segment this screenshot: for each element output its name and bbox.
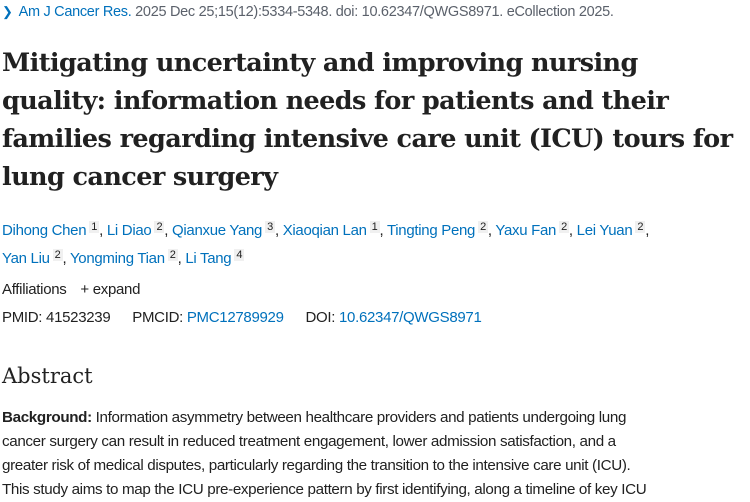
abstract-line: This study aims to map the ICU pre-exper… [2, 481, 647, 498]
affiliation-ref[interactable]: 2 [167, 249, 178, 261]
affiliation-ref[interactable]: 1 [369, 221, 380, 233]
affiliation-ref[interactable]: 2 [154, 221, 165, 233]
doi-label: DOI: [305, 309, 336, 326]
author-link[interactable]: Yan Liu [2, 250, 50, 267]
author-link[interactable]: Dihong Chen [2, 222, 87, 239]
affiliation-ref[interactable]: 4 [234, 249, 245, 261]
title-line: lung cancer surgery [2, 162, 278, 192]
author-link[interactable]: Lei Yuan [576, 222, 633, 239]
author-link[interactable]: Yaxu Fan [495, 222, 557, 239]
author-link[interactable]: Li Diao [106, 222, 152, 239]
abstract-line: cancer surgery can result in reduced tre… [2, 433, 616, 450]
author-link[interactable]: Xiaoqian Lan [282, 222, 367, 239]
chevron-right-icon[interactable]: ❯ [2, 4, 13, 19]
affiliations-label: Affiliations [2, 281, 67, 298]
author-link[interactable]: Tingting Peng [386, 222, 476, 239]
article-title: Mitigating uncertainty and improving nur… [2, 44, 733, 196]
pmcid-label: PMCID: [132, 309, 183, 326]
abstract-text: Background: Information asymmetry betwee… [2, 406, 647, 502]
abstract-heading: Abstract [2, 364, 93, 388]
citation-details: 2025 Dec 25;15(12):5334-5348. doi: 10.62… [135, 4, 614, 20]
author-link[interactable]: Qianxue Yang [172, 222, 263, 239]
pmid-value: 41523239 [46, 309, 111, 326]
journal-link[interactable]: Am J Cancer Res. [18, 4, 132, 20]
author-link[interactable]: Li Tang [185, 250, 232, 267]
citation: ❯ Am J Cancer Res. 2025 Dec 25;15(12):533… [2, 4, 614, 20]
title-line: families regarding intensive care unit (… [2, 124, 733, 154]
affiliation-ref[interactable]: 2 [559, 221, 569, 233]
affiliation-ref[interactable]: 2 [52, 249, 63, 261]
author-list: Dihong Chen 1, Li Diao 2, Qianxue Yang 3, X… [2, 221, 650, 267]
author-link[interactable]: Yongming Tian [69, 250, 165, 267]
pmcid-link[interactable]: PMC12789929 [186, 309, 284, 326]
affiliation-ref[interactable]: 1 [89, 221, 100, 233]
identifiers: PMID: 41523239 PMCID: PMC12789929 DOI: 1… [2, 309, 482, 326]
affiliation-ref[interactable]: 2 [635, 221, 646, 233]
expand-button[interactable]: + expand [80, 281, 141, 298]
title-line: Mitigating uncertainty and improving nur… [2, 48, 638, 78]
title-line: quality: information needs for patients … [2, 86, 669, 116]
affiliation-ref[interactable]: 3 [265, 221, 275, 233]
abstract-line: greater risk of medical disputes, partic… [2, 457, 631, 474]
affiliation-ref[interactable]: 2 [478, 221, 488, 233]
background-label: Background: [2, 409, 92, 426]
abstract-line: Information asymmetry between healthcare… [91, 409, 627, 426]
pmid-label: PMID: [2, 309, 43, 326]
doi-link[interactable]: 10.62347/QWGS8971 [339, 309, 482, 326]
affiliations-toggle[interactable]: Affiliations + expand [2, 281, 140, 298]
